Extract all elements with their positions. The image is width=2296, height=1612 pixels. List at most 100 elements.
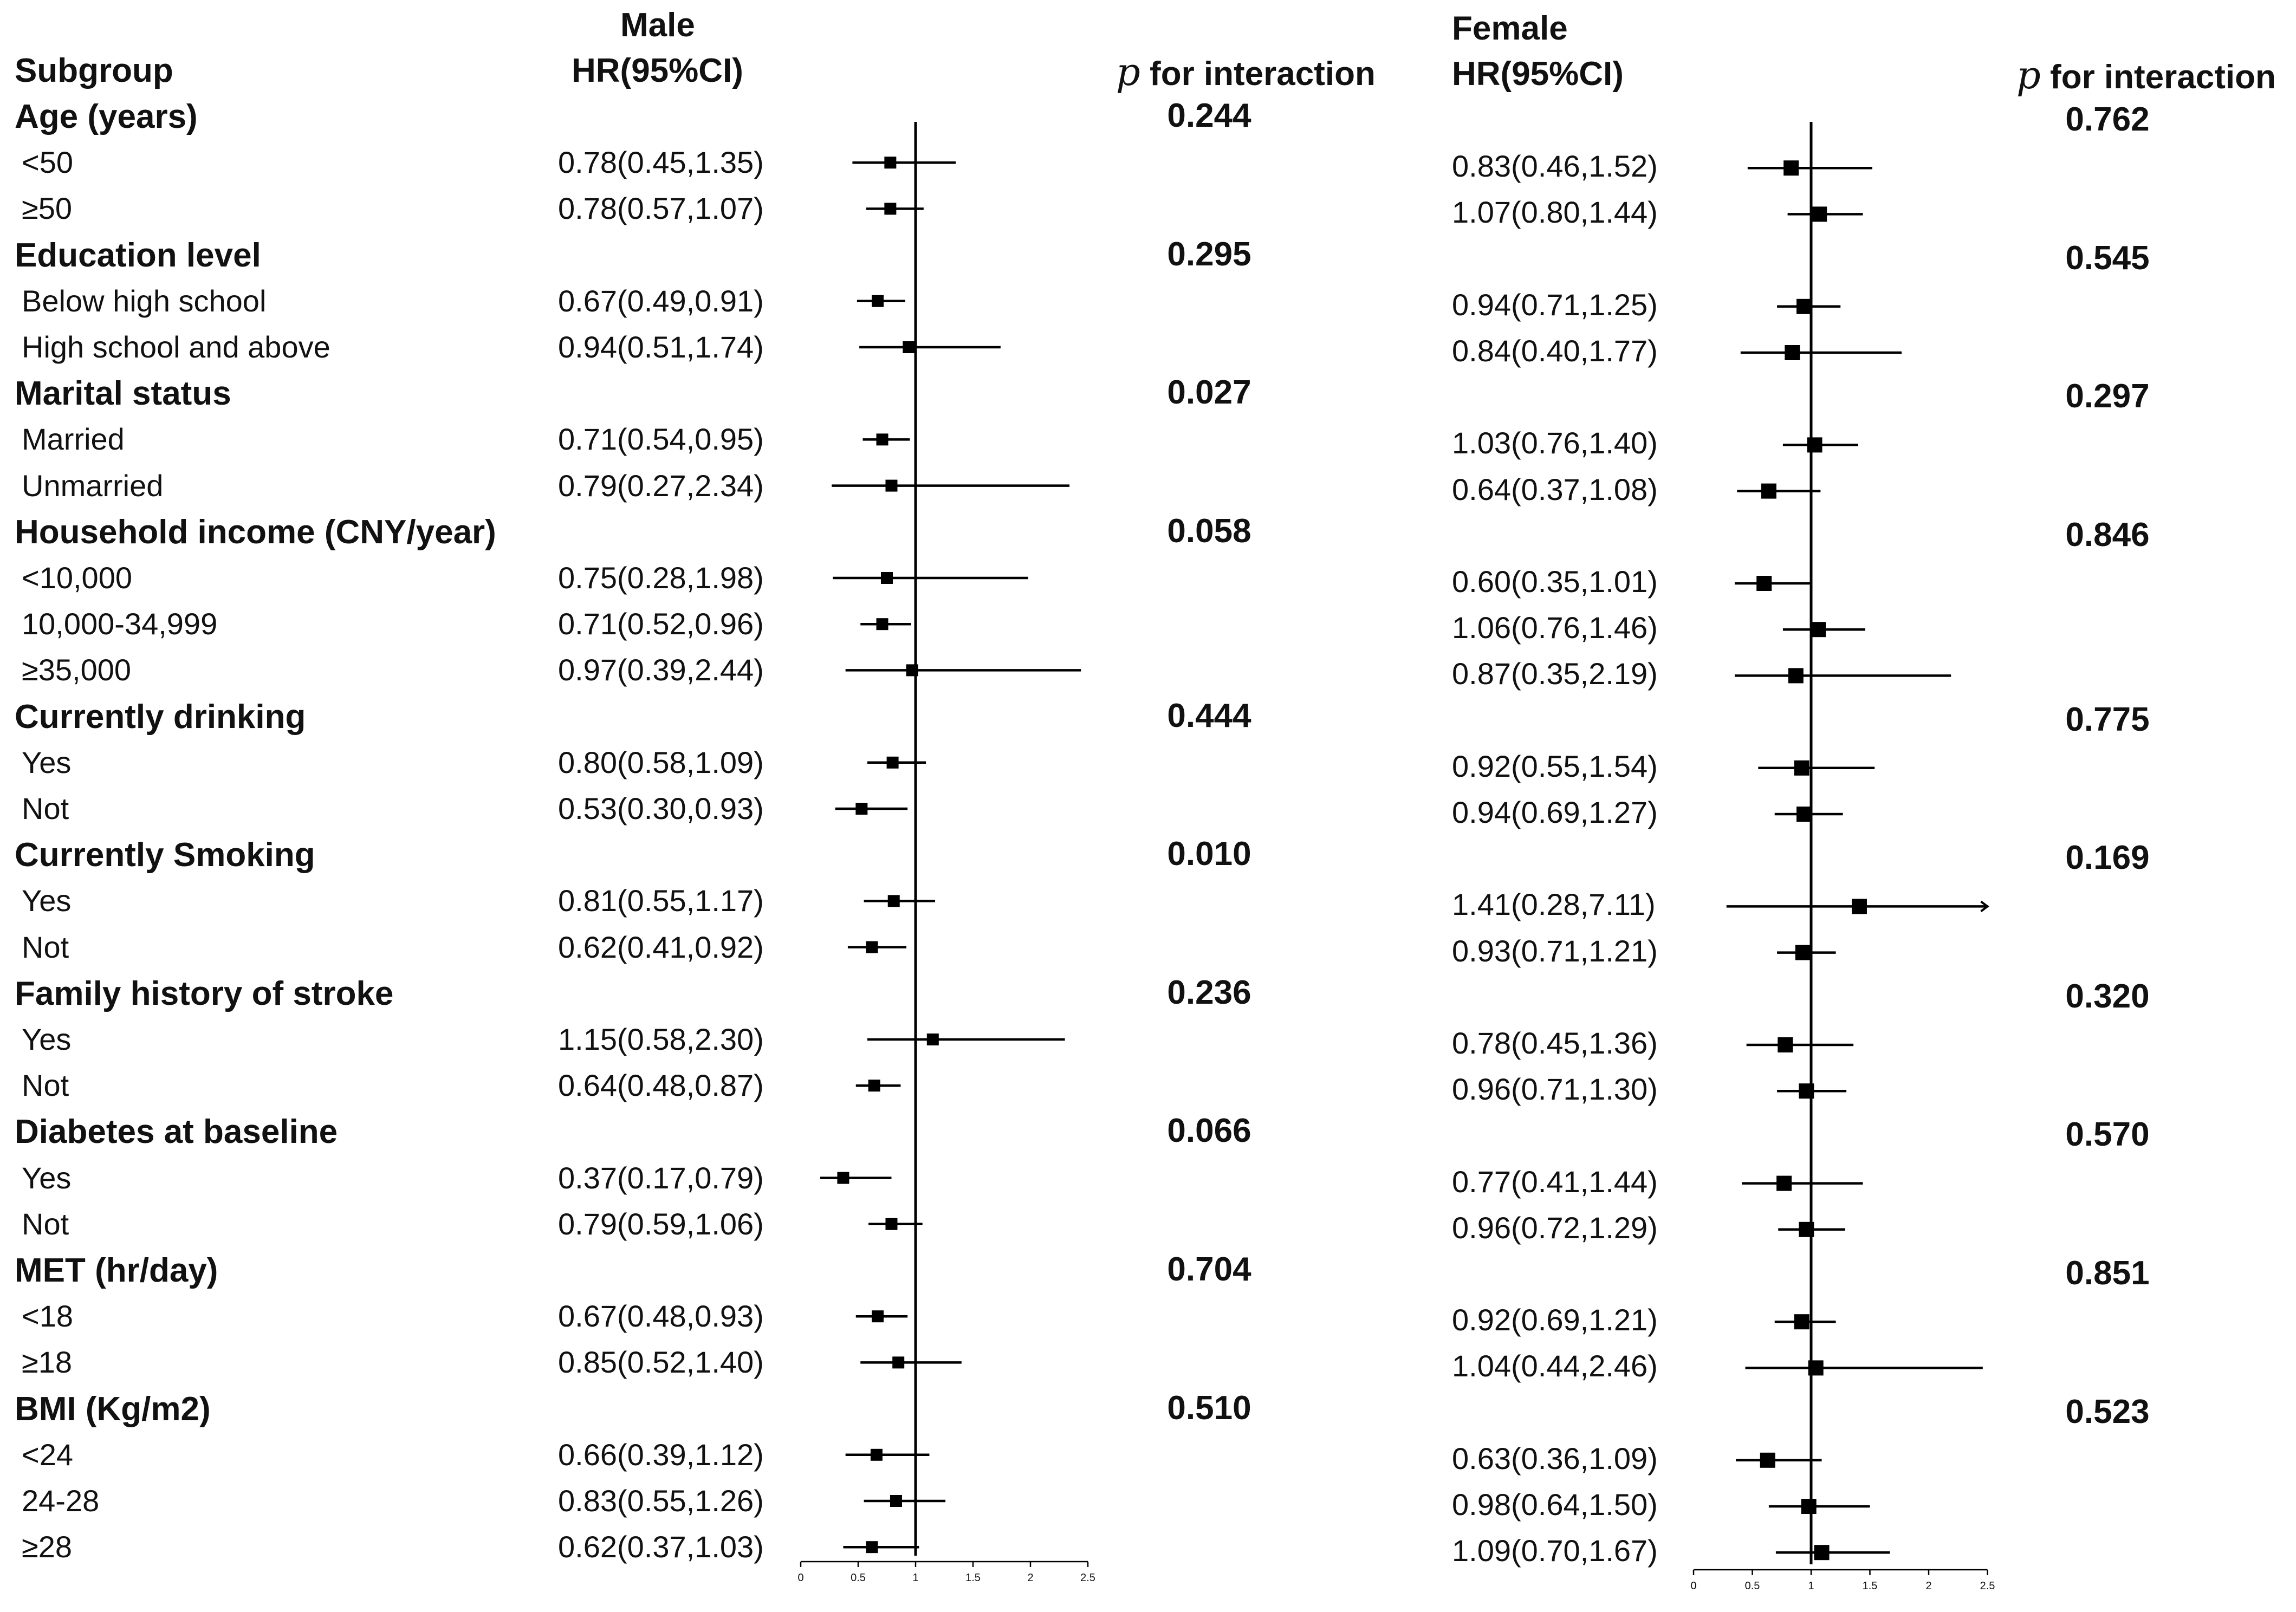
female-hr-text: 0.64(0.37,1.08) [1452, 472, 1658, 506]
female-row-2-point [1812, 206, 1827, 222]
male-row-26-point [872, 1310, 884, 1323]
subgroup-label: Unmarried [22, 468, 164, 503]
male-p-interaction: 0.010 [1167, 835, 1251, 873]
subgroup-label: ≥28 [22, 1530, 73, 1564]
male-row-17-point [887, 895, 900, 907]
female-title: Female [1452, 10, 1568, 47]
male-title: Male [620, 6, 695, 44]
group-label: BMI (Kg/m2) [15, 1390, 211, 1428]
male-p-interaction: 0.704 [1167, 1251, 1251, 1288]
female-hr-text: 0.83(0.46,1.52) [1452, 149, 1658, 184]
female-hr-text: 0.63(0.36,1.09) [1452, 1441, 1658, 1476]
male-hr-text: 0.83(0.55,1.26) [558, 1484, 764, 1518]
male-hr-text: 1.15(0.58,2.30) [558, 1022, 764, 1056]
male-row-24-point [885, 1218, 898, 1230]
female-p-interaction: 0.320 [2065, 977, 2150, 1015]
female-axis-tick-label: 2 [1925, 1580, 1931, 1592]
subgroup-label: <18 [22, 1299, 73, 1334]
subgroup-label: Married [22, 422, 125, 457]
p-header-text: for interaction [2050, 58, 2276, 96]
female-p-interaction: 0.775 [2065, 700, 2150, 738]
female-hr-text: 0.92(0.55,1.54) [1452, 749, 1658, 783]
female-row-12-point [1788, 668, 1804, 684]
female-hr-text: 0.94(0.71,1.25) [1452, 287, 1658, 322]
subgroup-label: <10,000 [22, 561, 132, 595]
subgroup-header: Subgroup [15, 52, 173, 89]
female-row-7-point [1807, 437, 1822, 453]
female-row-30-point [1801, 1499, 1817, 1514]
group-label: Diabetes at baseline [15, 1113, 338, 1151]
p-symbol: p [2016, 53, 2041, 98]
male-row-27-point [892, 1356, 905, 1369]
subgroup-label: Yes [22, 883, 72, 918]
subgroup-label: Not [22, 1206, 69, 1241]
female-axis-tick-label: 1.5 [1863, 1580, 1878, 1592]
male-hr-text: 0.37(0.17,0.79) [558, 1160, 764, 1195]
female-row-18-point [1795, 945, 1811, 960]
female-axis-tick-label: 1 [1808, 1580, 1814, 1592]
male-hr-text: 0.71(0.54,0.95) [558, 422, 764, 457]
male-hr-text: 0.81(0.55,1.17) [558, 883, 764, 918]
male-row-20-point [926, 1034, 939, 1045]
male-hr-header: HR(95%CI) [572, 52, 743, 89]
subgroup-label: ≥18 [22, 1345, 73, 1380]
female-row-11-point [1811, 622, 1826, 638]
female-p-interaction: 0.545 [2065, 239, 2150, 277]
male-p-interaction: 0.066 [1167, 1112, 1251, 1150]
female-hr-text: 1.06(0.76,1.46) [1452, 610, 1658, 645]
female-p-interaction: 0.570 [2065, 1116, 2150, 1154]
female-p-interaction: 0.297 [2065, 378, 2150, 415]
group-label: Age (years) [15, 98, 198, 135]
male-p-interaction: 0.236 [1167, 973, 1251, 1011]
female-p-interaction: 0.851 [2065, 1254, 2150, 1292]
subgroup-label: Yes [22, 1022, 72, 1056]
female-row-15-point [1796, 807, 1812, 822]
female-p-interaction: 0.523 [2065, 1393, 2150, 1431]
female-axis-tick-label: 0 [1690, 1580, 1696, 1592]
male-row-7-point [876, 433, 888, 446]
female-hr-text: 1.03(0.76,1.40) [1452, 426, 1658, 460]
male-hr-text: 0.78(0.57,1.07) [558, 191, 764, 226]
female-row-5-point [1785, 345, 1800, 360]
male-hr-text: 0.67(0.48,0.93) [558, 1299, 764, 1334]
subgroup-label: Yes [22, 745, 72, 779]
male-p-interaction: 0.444 [1167, 697, 1251, 734]
female-row-10-point [1756, 576, 1772, 591]
subgroup-label: Below high school [22, 283, 267, 318]
female-hr-text: 0.60(0.35,1.01) [1452, 564, 1658, 599]
male-p-interaction: 0.058 [1167, 512, 1251, 550]
female-p-interaction: 0.762 [2065, 101, 2150, 138]
male-hr-text: 0.94(0.51,1.74) [558, 330, 764, 364]
male-row-29-point [870, 1448, 883, 1461]
male-hr-text: 0.78(0.45,1.35) [558, 145, 764, 180]
female-row-17-point [1851, 899, 1867, 914]
male-axis-tick-label: 1.5 [965, 1572, 981, 1584]
male-row-14-point [886, 756, 899, 769]
group-label: Marital status [15, 375, 231, 413]
subgroup-label: Not [22, 791, 69, 826]
male-axis-tick-label: 2.5 [1080, 1572, 1095, 1584]
female-row-23-point [1776, 1175, 1792, 1191]
female-row-4-point [1796, 298, 1812, 314]
male-row-4-point [872, 295, 884, 307]
male-axis-tick-label: 2 [1027, 1572, 1033, 1584]
male-hr-text: 0.53(0.30,0.93) [558, 791, 764, 826]
group-label: Currently drinking [15, 698, 306, 736]
male-p-interaction: 0.295 [1167, 235, 1251, 273]
subgroup-label: 24-28 [22, 1484, 100, 1518]
male-hr-text: 0.79(0.59,1.06) [558, 1206, 764, 1241]
female-row-8-point [1761, 483, 1776, 499]
subgroup-label: High school and above [22, 330, 330, 364]
female-hr-text: 0.96(0.72,1.29) [1452, 1210, 1658, 1245]
p-symbol: p [1116, 50, 1140, 94]
subgroup-label: <50 [22, 145, 73, 180]
female-hr-text: 0.78(0.45,1.36) [1452, 1026, 1658, 1060]
female-axis-tick-label: 2.5 [1980, 1580, 1995, 1592]
male-hr-text: 0.80(0.58,1.09) [558, 745, 764, 779]
male-hr-text: 0.75(0.28,1.98) [558, 561, 764, 595]
female-hr-text: 1.09(0.70,1.67) [1452, 1533, 1658, 1568]
male-row-15-point [855, 803, 868, 815]
female-hr-header: HR(95%CI) [1452, 55, 1624, 93]
male-hr-text: 0.64(0.48,0.87) [558, 1068, 764, 1103]
